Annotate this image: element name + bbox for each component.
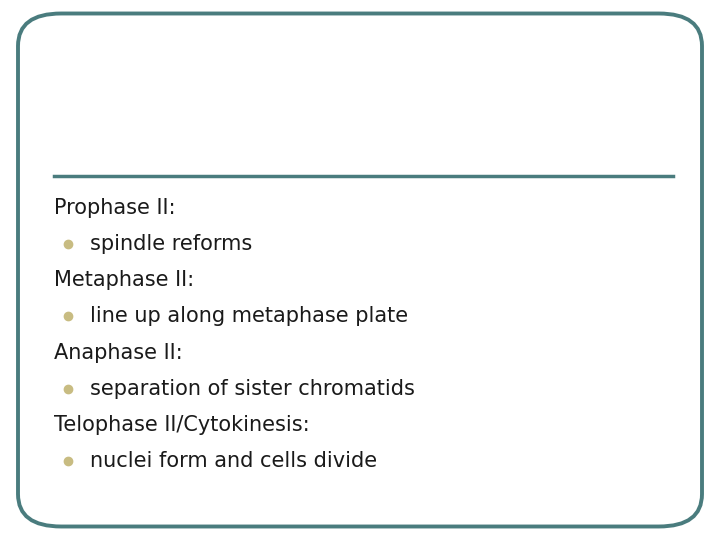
Text: Telophase II/Cytokinesis:: Telophase II/Cytokinesis:	[54, 415, 310, 435]
Text: separation of sister chromatids: separation of sister chromatids	[90, 379, 415, 399]
FancyBboxPatch shape	[18, 14, 702, 526]
Text: Prophase II:: Prophase II:	[54, 198, 176, 218]
Text: nuclei form and cells divide: nuclei form and cells divide	[90, 451, 377, 471]
Text: Anaphase II:: Anaphase II:	[54, 342, 183, 363]
Text: line up along metaphase plate: line up along metaphase plate	[90, 306, 408, 327]
Text: spindle reforms: spindle reforms	[90, 234, 252, 254]
Text: Metaphase II:: Metaphase II:	[54, 270, 194, 291]
